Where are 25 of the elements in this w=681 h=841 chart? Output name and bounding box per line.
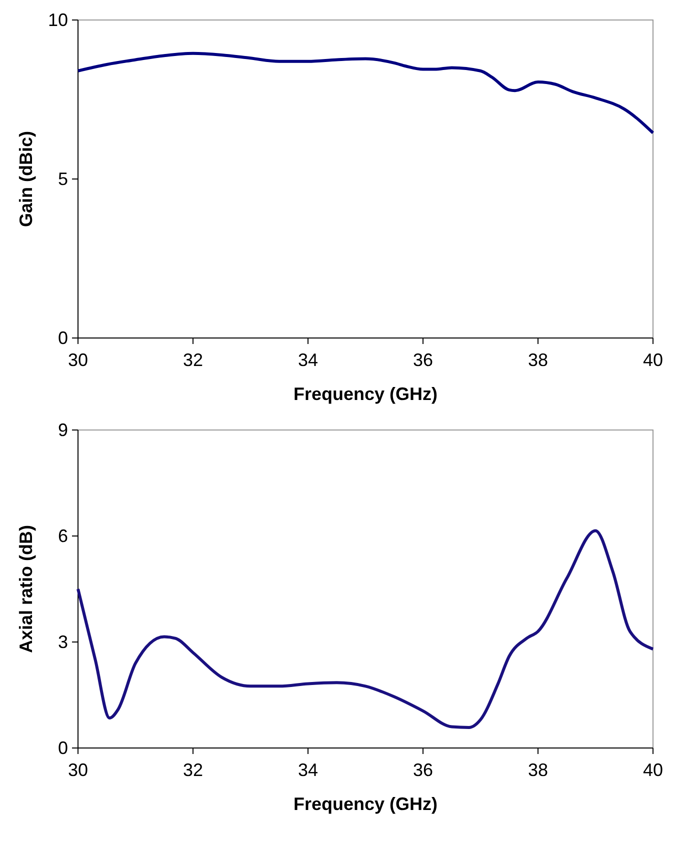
x-tick-label: 40	[642, 350, 664, 370]
x-tick-label: 30	[68, 350, 88, 370]
x-tick-label: 40	[642, 760, 664, 780]
x-axis-title: Frequency (GHz)	[293, 384, 438, 404]
x-axis-title: Frequency (GHz)	[293, 794, 438, 814]
y-tick-label: 6	[58, 526, 68, 546]
line-series	[76, 529, 654, 730]
y-tick-label: 9	[58, 420, 68, 440]
x-tick-label: 36	[412, 350, 434, 370]
x-tick-label: 34	[298, 350, 318, 370]
x-tick-label: 38	[528, 350, 548, 370]
x-tick-label: 30	[68, 760, 88, 780]
x-tick-label: 32	[182, 350, 204, 370]
x-tick-label: 34	[298, 760, 318, 780]
y-tick-label: 3	[58, 632, 68, 652]
x-tick-label: 36	[412, 760, 434, 780]
y-tick-label: 10	[48, 10, 68, 30]
x-tick-label: 38	[528, 760, 548, 780]
y-tick-label: 5	[58, 169, 68, 189]
y-axis-title: Gain (dBic)	[16, 130, 36, 228]
y-tick-label: 0	[58, 328, 68, 348]
y-tick-label: 0	[58, 738, 68, 758]
line-series	[76, 52, 654, 134]
y-axis-title: Axial ratio (dB)	[16, 524, 36, 654]
x-tick-label: 32	[182, 760, 204, 780]
